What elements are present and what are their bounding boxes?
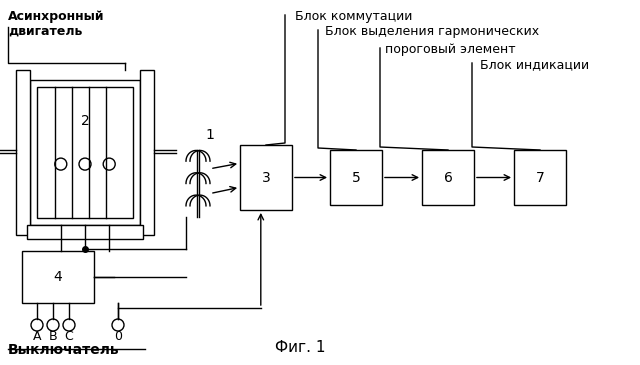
Text: A: A <box>33 330 41 343</box>
Bar <box>30 80 140 225</box>
Text: Выключатель: Выключатель <box>8 343 120 357</box>
Text: 6: 6 <box>444 170 452 184</box>
Bar <box>514 150 566 205</box>
Text: Блок индикации: Блок индикации <box>480 58 589 71</box>
Text: 7: 7 <box>536 170 545 184</box>
Bar <box>37 87 133 218</box>
Text: 3: 3 <box>262 170 270 184</box>
Text: 2: 2 <box>81 114 90 128</box>
Text: пороговый элемент: пороговый элемент <box>385 43 516 56</box>
Bar <box>422 150 474 205</box>
Text: 0: 0 <box>114 330 122 343</box>
Text: 1: 1 <box>205 128 214 142</box>
Bar <box>27 225 143 239</box>
Text: C: C <box>65 330 74 343</box>
Text: Фиг. 1: Фиг. 1 <box>275 339 325 354</box>
Bar <box>16 70 30 235</box>
Text: Блок коммутации: Блок коммутации <box>295 10 412 23</box>
Text: B: B <box>49 330 58 343</box>
Text: Асинхронный
двигатель: Асинхронный двигатель <box>8 10 104 38</box>
Text: 5: 5 <box>351 170 360 184</box>
Bar <box>330 150 382 205</box>
Bar <box>140 70 154 235</box>
Text: 4: 4 <box>54 270 62 284</box>
Bar <box>22 251 94 303</box>
Bar <box>240 145 292 210</box>
Text: Блок выделения гармонических: Блок выделения гармонических <box>325 25 539 38</box>
